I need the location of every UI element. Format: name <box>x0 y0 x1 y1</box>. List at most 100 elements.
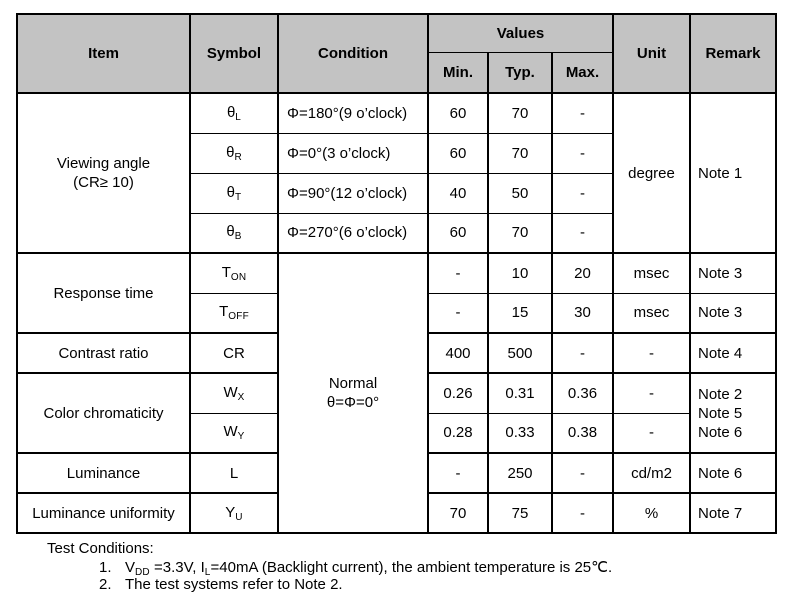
table-row: Luminance uniformity YU 70 75 - % Note 7 <box>16 492 777 534</box>
condition-normal-line2: θ=Φ=0° <box>326 394 380 411</box>
table-row: θB Φ=270°(6 o’clock) 60 70 - <box>17 212 776 254</box>
min-value: 0.28 <box>427 412 489 454</box>
unit-viewing-angle: degree <box>612 92 691 254</box>
typ-value: 75 <box>487 492 553 534</box>
table-row: θT Φ=90°(12 o’clock) 40 50 - <box>17 172 776 214</box>
condition-theta-r: Φ=0°(3 o’clock) <box>277 132 429 174</box>
test-condition-2: 2. The test systems refer to Note 2. <box>99 576 343 593</box>
table-row: Response time TON Normal θ=Φ=0° - 10 20 … <box>16 252 777 534</box>
remark-cr: Note 4 <box>689 332 777 374</box>
col-header-symbol: Symbol <box>189 13 279 94</box>
item-viewing-angle: Viewing angle (CR≥ 10) <box>16 92 191 254</box>
condition-theta-t: Φ=90°(12 o’clock) <box>277 172 429 214</box>
item-viewing-angle-line2: (CR≥ 10) <box>73 174 134 191</box>
test-conditions-heading: Test Conditions: <box>47 540 154 557</box>
min-value: - <box>427 292 489 334</box>
table-row: TOFF - 15 30 msec Note 3 <box>17 292 777 334</box>
max-value: - <box>551 332 614 374</box>
max-value: - <box>551 132 614 174</box>
min-value: 60 <box>427 132 489 174</box>
col-header-unit: Unit <box>612 13 691 94</box>
max-value: - <box>551 212 614 254</box>
remark-luminance-uniformity: Note 7 <box>689 492 777 534</box>
min-value: - <box>427 452 489 494</box>
max-value: - <box>551 172 614 214</box>
symbol-theta-l: θL <box>189 92 279 134</box>
unit-t-off: msec <box>612 292 691 334</box>
min-value: 0.26 <box>427 372 489 414</box>
unit-cr: - <box>612 332 691 374</box>
test-condition-2-number: 2. <box>99 576 112 593</box>
condition-normal-line1: Normal <box>328 375 378 392</box>
symbol-theta-t: θT <box>189 172 279 214</box>
typ-value: 70 <box>487 132 553 174</box>
typ-value: 0.31 <box>487 372 553 414</box>
typ-value: 50 <box>487 172 553 214</box>
col-header-values: Values <box>427 13 614 53</box>
typ-value: 15 <box>487 292 553 334</box>
item-response-time: Response time <box>16 252 191 334</box>
condition-normal: Normal θ=Φ=0° <box>277 252 429 534</box>
symbol-cr: CR <box>189 332 279 374</box>
symbol-y-u: YU <box>189 492 279 534</box>
unit-w-x: - <box>612 372 691 414</box>
remark-t-off: Note 3 <box>689 292 777 334</box>
max-value: 0.38 <box>551 412 614 454</box>
col-header-min: Min. <box>427 51 489 94</box>
col-header-condition: Condition <box>277 13 429 94</box>
item-luminance-uniformity: Luminance uniformity <box>16 492 191 534</box>
condition-theta-b: Φ=270°(6 o’clock) <box>277 212 429 254</box>
col-header-typ: Typ. <box>487 51 553 94</box>
test-condition-1-number: 1. <box>99 559 112 576</box>
remark-viewing-angle: Note 1 <box>689 92 777 254</box>
symbol-w-x: WX <box>189 372 279 414</box>
table-row: Color chromaticity WX 0.26 0.31 0.36 - N… <box>16 372 777 454</box>
min-value: 70 <box>427 492 489 534</box>
item-contrast-ratio: Contrast ratio <box>16 332 191 374</box>
test-condition-1: 1. VDD =3.3V, IL=40mA (Backlight current)… <box>99 559 613 578</box>
min-value: - <box>427 252 489 294</box>
table-row: Contrast ratio CR 400 500 - - Note 4 <box>16 332 777 374</box>
symbol-theta-r: θR <box>189 132 279 174</box>
typ-value: 250 <box>487 452 553 494</box>
item-viewing-angle-line1: Viewing angle <box>56 155 151 172</box>
col-header-max: Max. <box>551 51 614 94</box>
max-value: - <box>551 92 614 134</box>
typ-value: 10 <box>487 252 553 294</box>
remark-color-chromaticity: Note 2 Note 5 Note 6 <box>689 372 777 454</box>
max-value: 30 <box>551 292 614 334</box>
min-value: 60 <box>427 212 489 254</box>
remark-luminance: Note 6 <box>689 452 777 494</box>
optical-characteristics-table: Item Symbol Condition Values Unit Remark… <box>16 13 777 534</box>
unit-luminance-uniformity: % <box>612 492 691 534</box>
col-header-remark: Remark <box>689 13 777 94</box>
item-color-chromaticity: Color chromaticity <box>16 372 191 454</box>
typ-value: 70 <box>487 92 553 134</box>
table-row: θR Φ=0°(3 o’clock) 60 70 - <box>17 132 776 174</box>
unit-luminance: cd/m2 <box>612 452 691 494</box>
typ-value: 500 <box>487 332 553 374</box>
unit-w-y: - <box>612 412 691 454</box>
max-value: - <box>551 452 614 494</box>
symbol-t-on: TON <box>189 252 279 294</box>
condition-theta-l: Φ=180°(9 o’clock) <box>277 92 429 134</box>
min-value: 400 <box>427 332 489 374</box>
unit-t-on: msec <box>612 252 691 294</box>
max-value: 0.36 <box>551 372 614 414</box>
min-value: 60 <box>427 92 489 134</box>
typ-value: 0.33 <box>487 412 553 454</box>
col-header-item: Item <box>16 13 191 94</box>
max-value: - <box>551 492 614 534</box>
max-value: 20 <box>551 252 614 294</box>
typ-value: 70 <box>487 212 553 254</box>
table-row: Viewing angle (CR≥ 10) θL Φ=180°(9 o’clo… <box>16 92 777 254</box>
remark-t-on: Note 3 <box>689 252 777 294</box>
symbol-theta-b: θB <box>189 212 279 254</box>
symbol-t-off: TOFF <box>189 292 279 334</box>
table-row: Luminance L - 250 - cd/m2 Note 6 <box>16 452 777 494</box>
symbol-l: L <box>189 452 279 494</box>
item-luminance: Luminance <box>16 452 191 494</box>
symbol-w-y: WY <box>189 412 279 454</box>
min-value: 40 <box>427 172 489 214</box>
